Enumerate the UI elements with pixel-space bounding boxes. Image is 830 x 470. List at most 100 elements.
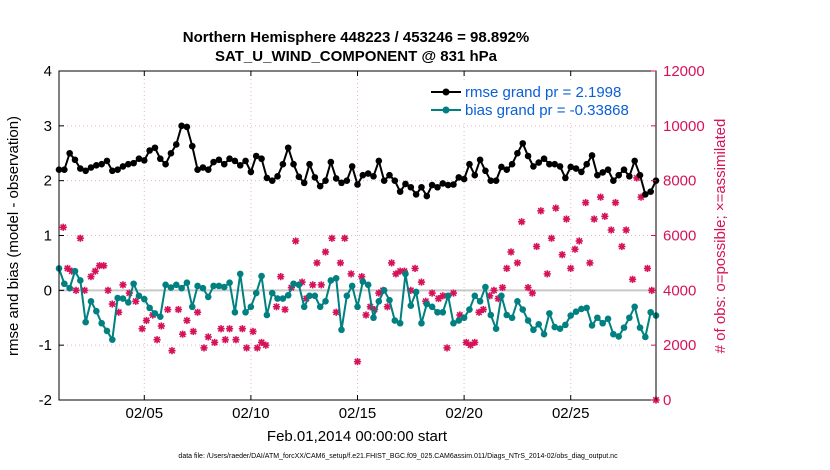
obs-count-marker bbox=[411, 264, 419, 272]
obs-count-marker bbox=[59, 223, 67, 231]
obs-count-dot bbox=[78, 236, 83, 241]
rmse-point bbox=[258, 155, 265, 163]
bias-point bbox=[620, 324, 628, 331]
obs-count-dot bbox=[572, 247, 578, 252]
obs-count-marker bbox=[63, 264, 72, 272]
obs-count-marker bbox=[281, 305, 289, 314]
obs-count-marker bbox=[272, 303, 281, 311]
obs-count-marker bbox=[596, 193, 605, 201]
bias-point bbox=[604, 315, 612, 323]
obs-count-dot bbox=[491, 288, 497, 293]
obs-count-marker bbox=[567, 264, 575, 272]
rmse-point bbox=[647, 188, 654, 195]
rmse-point bbox=[215, 156, 223, 164]
rmse-point bbox=[482, 167, 489, 175]
right-y-tick-label: 10000 bbox=[663, 118, 705, 135]
rmse-point bbox=[594, 171, 601, 179]
legend-rmse-label: rmse grand pr = 2.1998 bbox=[465, 84, 621, 101]
rmse-point bbox=[188, 142, 196, 150]
rmse-point bbox=[572, 165, 580, 172]
obs-count-marker bbox=[243, 344, 251, 352]
obs-count-dot bbox=[476, 310, 482, 315]
rmse-point bbox=[524, 152, 532, 160]
rmse-point bbox=[402, 180, 409, 188]
obs-count-marker bbox=[313, 259, 321, 267]
bias-point bbox=[226, 279, 233, 286]
rmse-point bbox=[418, 183, 425, 191]
bias-point bbox=[375, 298, 383, 305]
obs-count-marker bbox=[498, 283, 507, 292]
rmse-point bbox=[391, 177, 399, 184]
rmse-point bbox=[140, 157, 148, 164]
obs-count-dot bbox=[472, 340, 477, 345]
obs-count-dot bbox=[159, 323, 164, 329]
rmse-point bbox=[204, 166, 212, 173]
right-y-axis-ticks: 0 2000 4000 6000 8000 10000 12000 bbox=[651, 63, 705, 409]
obs-count-marker bbox=[513, 259, 522, 267]
obs-count-marker bbox=[157, 322, 165, 330]
obs-count-marker bbox=[347, 270, 355, 278]
rmse-point bbox=[343, 177, 351, 184]
obs-count-dot bbox=[376, 290, 382, 296]
obs-count-dot bbox=[259, 340, 264, 345]
left-y-tick-label: -2 bbox=[39, 392, 52, 409]
gridlines bbox=[59, 71, 656, 400]
bias-point bbox=[316, 303, 324, 311]
bias-point bbox=[172, 281, 180, 289]
obs-count-marker bbox=[628, 275, 637, 283]
x-axis-label: Feb.01,2014 00:00:00 start bbox=[267, 428, 448, 445]
left-y-tick-label: 2 bbox=[44, 173, 52, 190]
obs-count-marker bbox=[321, 248, 330, 256]
obs-count-dot bbox=[65, 266, 70, 271]
bias-point bbox=[407, 302, 415, 309]
obs-count-marker bbox=[138, 325, 146, 333]
obs-count-dot bbox=[310, 282, 315, 288]
obs-count-dot bbox=[82, 288, 87, 293]
bias-point bbox=[444, 292, 452, 300]
rmse-point bbox=[316, 182, 324, 190]
obs-count-dot bbox=[645, 266, 650, 271]
obs-count-marker bbox=[537, 207, 545, 215]
bias-point bbox=[130, 280, 137, 288]
obs-count-dot bbox=[530, 290, 535, 296]
obs-count-marker bbox=[533, 242, 541, 251]
rmse-point bbox=[252, 152, 260, 160]
obs-count-marker bbox=[611, 199, 620, 207]
rmse-point bbox=[508, 160, 516, 168]
obs-count-dot bbox=[88, 274, 94, 279]
obs-count-marker bbox=[72, 286, 80, 294]
bias-point bbox=[119, 295, 127, 302]
rmse-point bbox=[551, 160, 559, 168]
rmse-point bbox=[242, 157, 249, 165]
rmse-point bbox=[540, 155, 548, 163]
obs-count-dot bbox=[195, 310, 200, 315]
bias-point bbox=[482, 283, 489, 291]
obs-count-dot bbox=[274, 304, 279, 309]
bias-point bbox=[311, 292, 319, 300]
obs-count-marker bbox=[332, 308, 340, 316]
rmse-point bbox=[604, 166, 612, 173]
bias-point bbox=[556, 325, 564, 333]
obs-count-marker bbox=[211, 338, 219, 347]
bias-point bbox=[124, 299, 132, 306]
obs-count-marker bbox=[428, 289, 436, 297]
bias-point bbox=[332, 274, 340, 282]
rmse-point bbox=[151, 144, 159, 152]
obs-count-dot bbox=[549, 236, 554, 241]
bias-point bbox=[322, 298, 329, 305]
obs-count-dot bbox=[457, 312, 463, 318]
obs-count-marker bbox=[76, 234, 84, 242]
obs-count-marker bbox=[643, 264, 652, 272]
obs-count-dot bbox=[451, 290, 456, 296]
bias-point bbox=[396, 319, 404, 327]
rmse-point bbox=[546, 160, 553, 168]
rmse-point bbox=[109, 167, 116, 175]
rmse-point bbox=[530, 163, 537, 170]
chart-subtitle: SAT_U_WIND_COMPONENT @ 831 hPa bbox=[215, 48, 498, 65]
rmse-point bbox=[231, 157, 239, 165]
obs-count-marker bbox=[417, 278, 426, 286]
obs-count-dot bbox=[154, 337, 160, 342]
obs-count-dot bbox=[184, 318, 190, 323]
bias-point bbox=[210, 282, 217, 290]
obs-count-marker bbox=[449, 289, 458, 297]
